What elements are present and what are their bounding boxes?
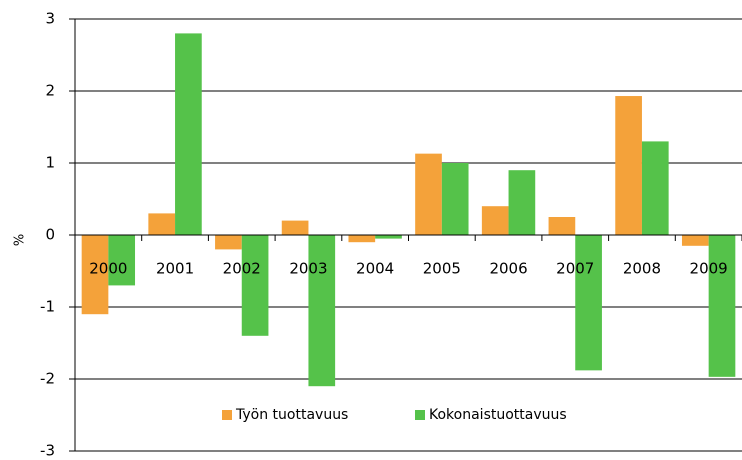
bar (708, 235, 736, 377)
bar (308, 235, 336, 387)
legend-label: Työn tuottavuus (235, 407, 348, 423)
y-tick-label: 2 (45, 82, 55, 100)
y-tick-label: -2 (40, 370, 55, 388)
x-tick-label: 2005 (423, 260, 461, 278)
legend-label: Kokonaistuottavuus (429, 407, 567, 423)
bar (481, 206, 509, 235)
bar (175, 33, 202, 236)
x-tick-label: 2004 (356, 260, 394, 278)
bar (641, 141, 669, 235)
bar (215, 235, 242, 250)
y-tick-label: -3 (40, 442, 55, 460)
legend-swatch (415, 410, 425, 420)
bar (575, 235, 602, 371)
x-tick-label: 2003 (289, 260, 327, 278)
bar (375, 235, 402, 239)
y-tick-label: 1 (45, 154, 55, 172)
bar (681, 235, 709, 246)
x-tick-label: 2000 (89, 260, 127, 278)
bar (548, 217, 576, 235)
x-tick-label: 2001 (156, 260, 194, 278)
x-tick-label: 2006 (489, 260, 527, 278)
bar (615, 96, 642, 235)
bar (441, 163, 469, 235)
bar (415, 153, 442, 235)
y-tick-label: 0 (45, 226, 55, 244)
x-tick-label: 2008 (623, 260, 661, 278)
bar (148, 213, 176, 235)
y-tick-label: -1 (40, 298, 55, 316)
legend-swatch (222, 410, 232, 420)
bar (241, 235, 269, 336)
bar (81, 235, 109, 315)
x-tick-label: 2002 (223, 260, 261, 278)
bar (281, 220, 309, 235)
y-axis-label: % (13, 234, 28, 246)
y-tick-label: 3 (45, 10, 55, 28)
bar (108, 235, 136, 286)
bar (348, 235, 376, 243)
bar (508, 170, 536, 235)
x-tick-label: 2007 (556, 260, 594, 278)
x-tick-label: 2009 (690, 260, 728, 278)
